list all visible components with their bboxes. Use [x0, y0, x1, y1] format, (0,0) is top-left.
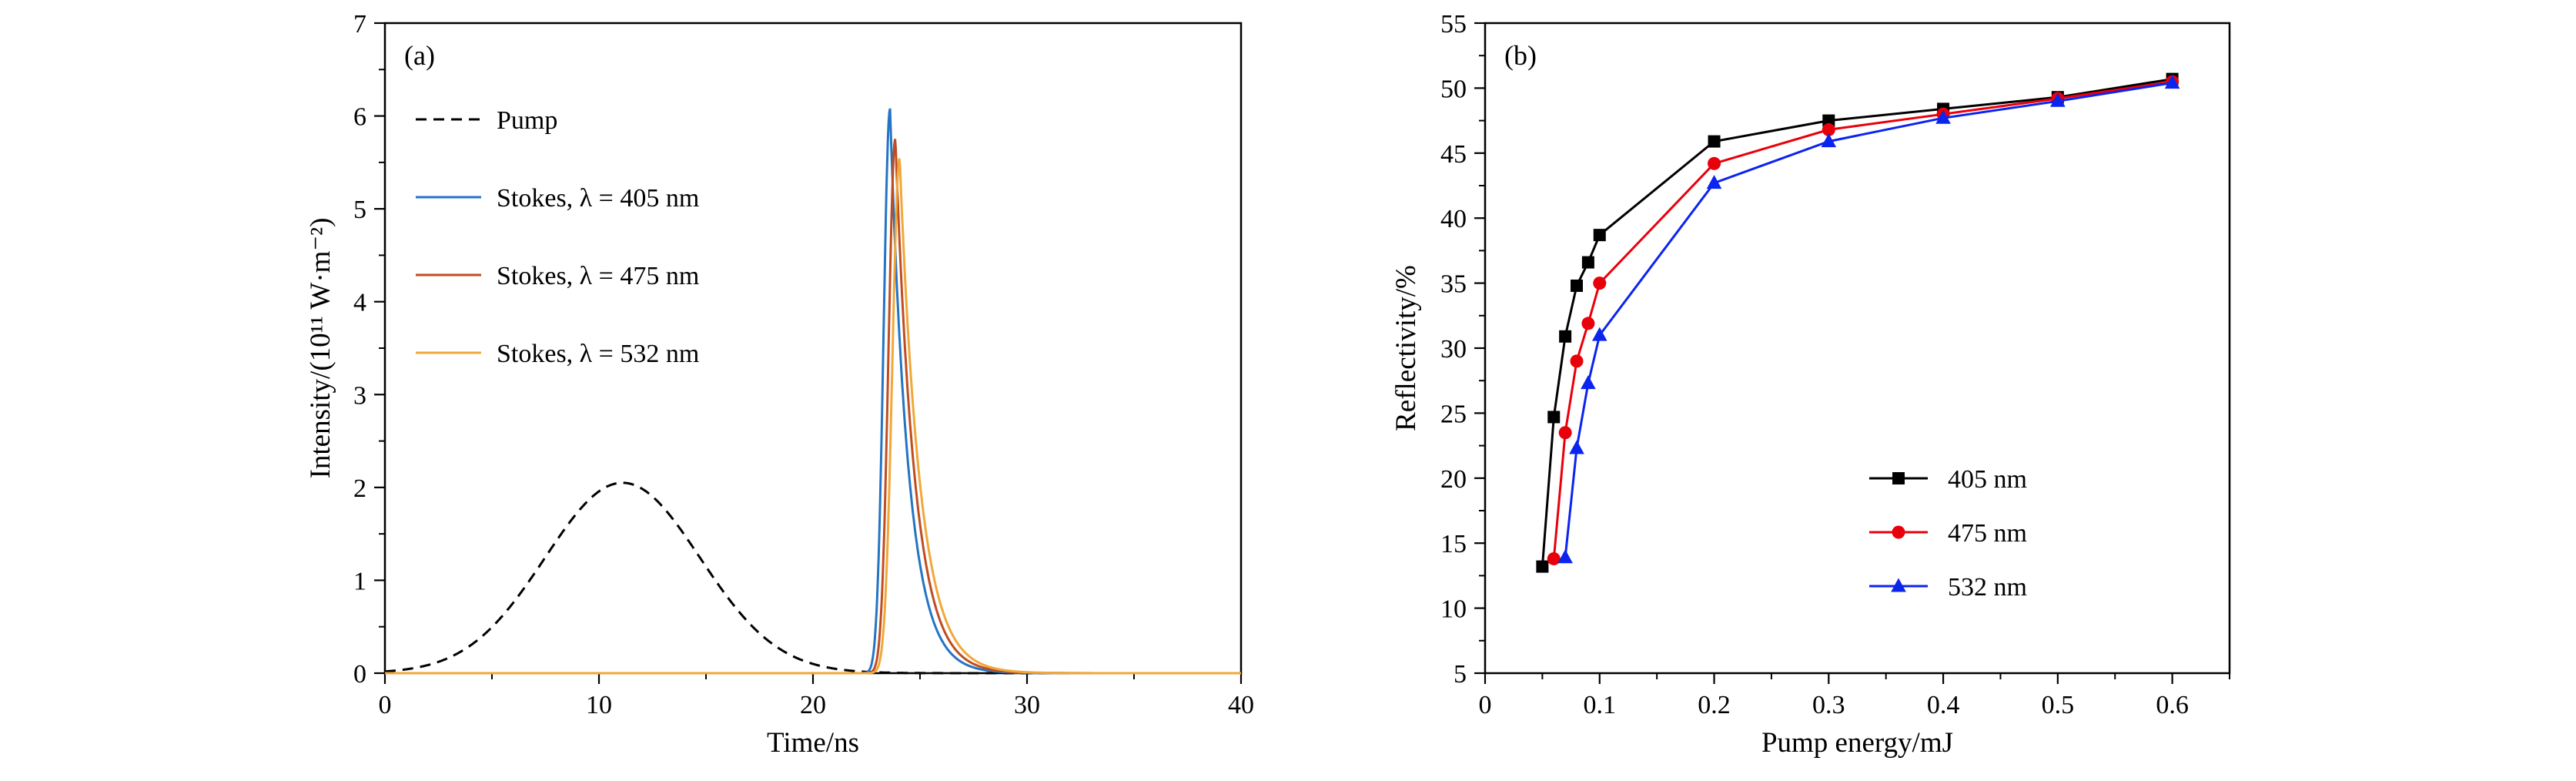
- y-tick-label: 15: [1440, 530, 1467, 558]
- x-tick-label: 0.4: [1927, 691, 1960, 719]
- legend: Pump Stokes, λ = 405 nm Stokes, λ = 475 nm…: [416, 106, 699, 368]
- marker-circle: [1547, 551, 1561, 565]
- x-tick-label: 20: [800, 691, 826, 719]
- x-axis-label: Pump energy/mJ: [1761, 727, 1953, 759]
- y-tick-label: 25: [1440, 400, 1467, 428]
- legend-label: Stokes, λ = 475 nm: [497, 262, 699, 290]
- series-line-pump: [384, 481, 1241, 675]
- y-tick-label: 10: [1440, 595, 1467, 624]
- panel-label: (a): [404, 40, 435, 71]
- marker-square: [1581, 256, 1594, 269]
- marker-circle: [1593, 277, 1607, 290]
- y-tick-label: 55: [1440, 10, 1467, 39]
- marker-square: [1571, 279, 1584, 292]
- y-tick-label: 2: [353, 474, 366, 503]
- legend-label: Stokes, λ = 405 nm: [497, 184, 699, 213]
- marker-triangle: [2050, 92, 2066, 107]
- x-axis-label: Time/ns: [767, 727, 859, 759]
- x-tick-label: 0.1: [1584, 691, 1617, 719]
- y-tick-label: 45: [1440, 140, 1467, 169]
- marker-triangle: [1706, 175, 1722, 189]
- y-tick-label: 5: [353, 196, 366, 224]
- marker-triangle: [1581, 375, 1596, 390]
- series-group: [1536, 72, 2180, 573]
- chart-panel-a: 0 10 20 30 40 0 1 2 3 4 5 6 7 Time/ns Intensity/(10¹¹ …: [305, 10, 1254, 759]
- series-line-405-nm: [1541, 78, 2173, 567]
- y-tick-label: 7: [353, 10, 366, 39]
- y-tick-label: 30: [1440, 335, 1467, 364]
- marker-square: [1559, 330, 1572, 343]
- x-tick-label: 0.5: [2042, 691, 2075, 719]
- legend-label: 405 nm: [1948, 465, 2027, 494]
- y-tick-label: 20: [1440, 465, 1467, 494]
- series-line-stokes-532-nm: [385, 158, 1241, 675]
- x-tick-label: 0: [1479, 691, 1492, 719]
- x-tick-label: 0.3: [1812, 691, 1845, 719]
- y-tick-label: 40: [1440, 205, 1467, 233]
- marker-square: [1536, 560, 1549, 573]
- marker-triangle: [1821, 133, 1837, 148]
- x-tick-label: 0.6: [2156, 691, 2189, 719]
- x-tick-label: 0.2: [1698, 691, 1731, 719]
- marker-circle: [1581, 317, 1595, 330]
- y-tick-label: 1: [353, 567, 366, 595]
- legend-label: Stokes, λ = 532 nm: [497, 340, 699, 368]
- x-tick-label: 10: [586, 691, 612, 719]
- panel-label: (b): [1504, 40, 1537, 71]
- series-group: [384, 108, 1241, 675]
- marker-circle: [1822, 122, 1835, 136]
- x-tick-label: 40: [1228, 691, 1254, 719]
- legend-label: Pump: [497, 106, 557, 135]
- y-tick-label: 3: [353, 381, 366, 410]
- legend-label: 475 nm: [1948, 519, 2027, 548]
- x-tick-label: 0: [379, 691, 392, 719]
- marker-circle: [1708, 156, 1721, 170]
- y-tick-label: 5: [1454, 660, 1467, 689]
- y-tick-label: 4: [353, 289, 366, 317]
- x-tick-label: 30: [1014, 691, 1040, 719]
- y-tick-label: 50: [1440, 75, 1467, 103]
- chart-panel-b: 0 0.1 0.2 0.3 0.4 0.5 0.6 5 10 15 20 25 30 35 40 45 50 55…: [1390, 10, 2231, 759]
- legend: 405 nm 475 nm 532 nm: [1869, 465, 2027, 602]
- marker-square: [1892, 472, 1905, 484]
- marker-triangle: [1569, 440, 1584, 454]
- marker-square: [1822, 114, 1835, 127]
- marker-circle: [1570, 354, 1584, 368]
- marker-triangle: [1935, 109, 1951, 124]
- axes: 0 10 20 30 40 0 1 2 3 4 5 6 7 Time/ns Intensity/(10¹¹ …: [305, 10, 1254, 759]
- series-line-475-nm: [1552, 80, 2173, 559]
- marker-square: [1593, 229, 1606, 242]
- y-axis-label: Intensity/(10¹¹ W·m⁻²): [305, 218, 336, 479]
- y-tick-label: 35: [1440, 270, 1467, 299]
- axes: 0 0.1 0.2 0.3 0.4 0.5 0.6 5 10 15 20 25 30 35 40 45 50 55…: [1390, 10, 2231, 759]
- y-tick-label: 0: [353, 660, 366, 689]
- y-axis-label: Reflectivity/%: [1390, 265, 1422, 431]
- marker-triangle: [2164, 75, 2180, 89]
- y-tick-label: 6: [353, 103, 366, 132]
- marker-square: [1547, 411, 1561, 424]
- marker-triangle: [1557, 549, 1573, 564]
- series-line-532-nm: [1564, 82, 2173, 558]
- marker-square: [1708, 135, 1721, 148]
- marker-triangle: [1891, 578, 1906, 592]
- marker-triangle: [1591, 327, 1607, 341]
- marker-circle: [1558, 426, 1572, 440]
- series-line-stokes-475-nm: [385, 139, 1241, 675]
- marker-circle: [1892, 525, 1905, 539]
- legend-label: 532 nm: [1948, 573, 2027, 602]
